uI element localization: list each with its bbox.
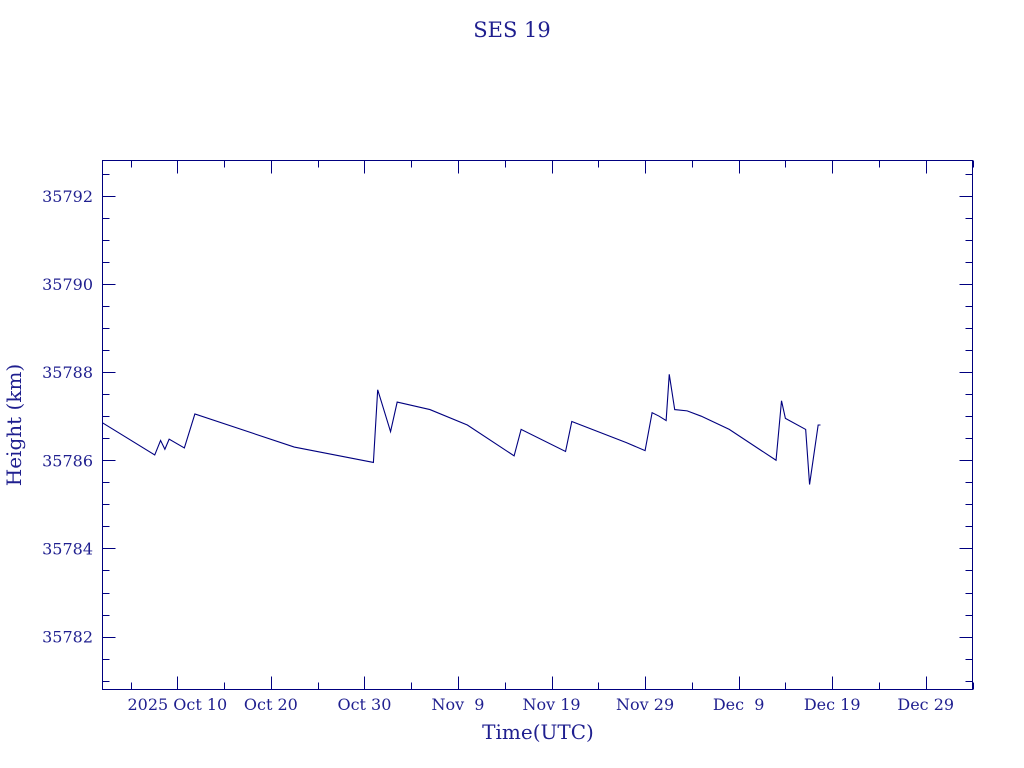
- y-tick-label: 35788: [42, 363, 93, 382]
- x-tick-label: Nov 19: [522, 695, 580, 714]
- chart-title: SES 19: [473, 18, 551, 42]
- x-axis-label: Time(UTC): [482, 720, 594, 744]
- series-group: [102, 374, 821, 485]
- x-tick-label: Dec 29: [897, 695, 954, 714]
- y-axis-label: Height (km): [2, 364, 26, 486]
- y-tick-label: 35784: [42, 539, 93, 558]
- x-tick-label: 2025 Oct 10: [127, 695, 227, 714]
- x-tick-label: Nov 9: [431, 695, 484, 714]
- series-line: [102, 374, 821, 485]
- y-tick-label: 35782: [42, 628, 93, 647]
- y-tick-label: 35790: [42, 275, 93, 294]
- x-tick-label: Nov 29: [616, 695, 674, 714]
- plot-frame: [102, 160, 973, 690]
- y-tick-label: 35786: [42, 451, 93, 470]
- y-axis-ticks: 35782 35784 35786 35788 35790 35792: [42, 174, 973, 682]
- x-axis-ticks: 2025 Oct 10 Oct 20 Oct 30 Nov 9 Nov 19 Nov 29…: [127, 160, 974, 714]
- y-tick-label: 35792: [42, 187, 93, 206]
- x-tick-label: Dec 19: [804, 695, 861, 714]
- x-tick-label: Oct 30: [337, 695, 391, 714]
- x-tick-label: Dec 9: [713, 695, 765, 714]
- x-tick-label: Oct 20: [244, 695, 298, 714]
